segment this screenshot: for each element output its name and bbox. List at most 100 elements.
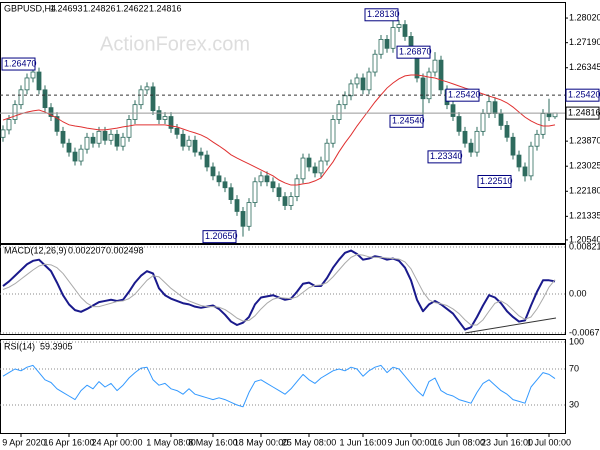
y-tick-label: 1.28020: [569, 12, 600, 22]
y-tick-label: 1.26345: [569, 62, 600, 72]
x-tick-label: 25 May 08:00: [282, 437, 337, 447]
candle-body: [156, 110, 162, 120]
y-tick-label: 30: [569, 399, 579, 409]
x-tick-label: 8 May 16:00: [188, 437, 238, 447]
level-axis-label: 1.25420: [568, 90, 600, 100]
candle-body: [210, 166, 216, 177]
candle-body: [24, 77, 30, 91]
candle-body: [36, 71, 42, 91]
x-tick-label: 1 Jul 00:00: [527, 437, 571, 447]
panel-frame: [0, 244, 566, 335]
level-axis-box: [565, 88, 600, 102]
indicator-line: [2, 364, 556, 408]
candle-body: [204, 154, 210, 168]
y-tick-label: 1.23025: [569, 161, 600, 171]
candle-body: [240, 211, 246, 227]
y-tick-label: 0.00: [569, 288, 587, 298]
candle-body: [318, 160, 324, 174]
watermark: ActionForex.com: [100, 33, 250, 55]
candle-body: [312, 166, 318, 174]
annotation-label: 1.24540: [392, 116, 425, 126]
candle-body: [60, 130, 66, 144]
candle-body: [138, 89, 144, 106]
candle-body: [516, 154, 522, 168]
macd-header-value: 0.002207: [68, 245, 106, 255]
candle-body: [294, 178, 300, 198]
candle-body: [522, 166, 528, 177]
macd-header: MACD(12,26,9): [4, 245, 67, 255]
annotation-label: 1.26870: [399, 47, 432, 57]
candle-body: [264, 175, 270, 183]
candle-body: [480, 113, 486, 132]
annotation-label: 1.26470: [4, 58, 37, 68]
candle-body: [162, 116, 168, 120]
candle-body: [30, 71, 36, 79]
candle-body: [546, 113, 552, 118]
candle-body: [348, 83, 354, 97]
candle-body: [396, 24, 402, 28]
annotation-label: 1.22510: [480, 176, 513, 186]
candle-body: [108, 133, 114, 141]
price-header-symbol: GBPUSD,H4: [4, 3, 56, 13]
y-tick-label: 1.20540: [569, 234, 600, 244]
x-tick-label: 16 Jun 08:00: [433, 437, 485, 447]
annotation-box: [202, 230, 237, 244]
candle-body: [72, 151, 78, 162]
price-header-value: 1.24693: [50, 3, 83, 13]
price-header-value: 1.24622: [116, 3, 149, 13]
candle-body: [102, 130, 108, 141]
candle-body: [174, 127, 180, 135]
annotation-label: 1.28130: [367, 9, 400, 19]
candle-body: [78, 148, 84, 162]
y-tick-label: 1.23870: [569, 136, 600, 146]
x-tick-label: 1 Jun 16:00: [339, 437, 386, 447]
y-tick-label: -0.006796: [569, 327, 600, 337]
x-tick-label: 16 Apr 16:00: [43, 437, 94, 447]
annotation-box: [1, 57, 36, 71]
annotation-box: [389, 114, 424, 128]
candle-body: [468, 142, 474, 153]
y-tick-label: 100: [569, 336, 584, 346]
candle-body: [402, 24, 408, 37]
candle-body: [432, 59, 438, 73]
candle-body: [420, 77, 426, 100]
candle-body: [300, 157, 306, 180]
candle-body: [42, 89, 48, 109]
candle-body: [222, 181, 228, 189]
y-tick-label: 1.27190: [569, 37, 600, 47]
price-header-value: 1.24826: [83, 3, 116, 13]
panel-frame: [0, 2, 566, 244]
candle-body: [234, 199, 240, 212]
current-price-label: 1.24816: [568, 107, 600, 117]
x-tick-label: 9 Apr 2020: [2, 437, 46, 447]
candle-body: [390, 27, 396, 49]
candle-body: [330, 119, 336, 144]
candle-body: [324, 142, 330, 162]
candle-body: [282, 196, 288, 206]
candle-body: [84, 136, 90, 150]
candle-body: [450, 104, 456, 117]
candle-body: [426, 71, 432, 100]
candle-body: [258, 175, 264, 183]
rsi-header: RSI(14): [4, 341, 35, 351]
x-tick-label: 18 May 00:00: [234, 437, 289, 447]
current-price-box: [565, 106, 600, 120]
candle-body: [510, 136, 516, 156]
candle-body: [306, 157, 312, 168]
candle-body: [372, 53, 378, 73]
candle-body: [246, 202, 252, 227]
candle-body: [342, 95, 348, 106]
candle-body: [288, 196, 294, 206]
x-tick-label: 9 Jun 00:00: [387, 437, 434, 447]
annotation-box: [445, 88, 480, 102]
annotation-label: 1.23340: [430, 151, 463, 161]
candle-body: [48, 107, 54, 117]
annotation-label: 1.25420: [448, 90, 481, 100]
candle-body: [120, 136, 126, 147]
candle-body: [192, 139, 198, 153]
candle-body: [144, 86, 150, 91]
candle-body: [228, 187, 234, 200]
y-tick-label: 0.008213: [569, 241, 600, 251]
candle-body: [492, 101, 498, 114]
candle-body: [336, 104, 342, 120]
